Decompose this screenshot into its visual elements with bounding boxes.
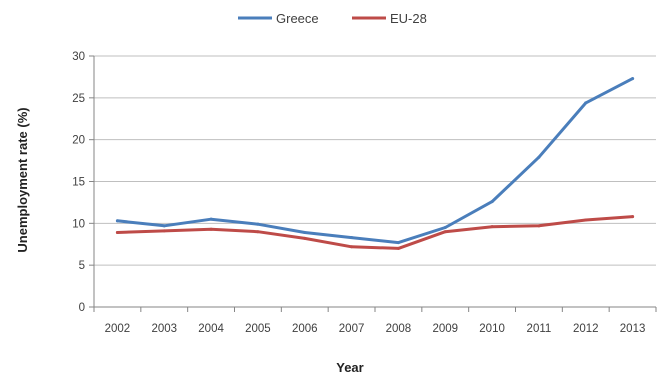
x-tick-label: 2007: [339, 323, 365, 335]
y-axis-title: Unemployment rate (%): [15, 107, 30, 252]
data-point-eu-28: [209, 227, 213, 231]
x-tick-label: 2002: [105, 323, 131, 335]
x-axis-ticks: 2002 2003 2004 2005 2006 2007 2008 2009 2010 2011…: [93, 307, 657, 335]
x-tick-label: 2008: [386, 323, 412, 335]
data-point-eu-28: [350, 245, 354, 249]
x-tick-label: 2003: [151, 323, 177, 335]
series-line-greece: [115, 77, 635, 245]
data-point-eu-28: [443, 230, 447, 234]
data-point-greece: [443, 226, 447, 230]
data-point-eu-28: [303, 236, 307, 240]
series-lines: [115, 77, 635, 250]
data-point-eu-28: [537, 224, 541, 228]
y-tick-label: 20: [72, 135, 85, 147]
y-tick-label: 15: [72, 177, 85, 189]
x-tick-label: 2005: [245, 323, 271, 335]
data-point-greece: [350, 236, 354, 240]
data-point-eu-28: [115, 231, 119, 235]
x-tick-label: 2006: [292, 323, 318, 335]
x-tick-label: 2010: [479, 323, 505, 335]
data-point-greece: [303, 231, 307, 235]
x-tick-label: 2012: [573, 323, 599, 335]
series-line-eu-28: [115, 215, 635, 250]
data-point-eu-28: [396, 246, 400, 250]
y-axis-ticks: 0 5 10 15 20 25 30: [72, 51, 95, 314]
y-tick-label: 10: [72, 218, 85, 230]
data-point-greece: [209, 217, 213, 221]
data-point-eu-28: [162, 229, 166, 233]
x-tick-label: 2009: [432, 323, 458, 335]
data-point-greece: [490, 200, 494, 204]
data-point-greece: [631, 77, 635, 81]
data-point-greece: [537, 155, 541, 159]
data-point-eu-28: [490, 225, 494, 229]
y-tick-label: 0: [79, 302, 85, 314]
data-point-greece: [396, 241, 400, 245]
data-point-greece: [115, 219, 119, 223]
x-tick-label: 2013: [620, 323, 646, 335]
legend: Greece EU-28: [238, 11, 427, 26]
data-point-greece: [256, 222, 260, 226]
data-point-eu-28: [584, 218, 588, 222]
data-point-greece: [584, 101, 588, 105]
x-tick-label: 2004: [198, 323, 224, 335]
x-axis-title: Year: [336, 360, 363, 375]
gridlines: [94, 55, 656, 308]
y-tick-label: 5: [79, 260, 85, 272]
x-tick-label: 2011: [527, 323, 552, 335]
legend-label-eu-28: EU-28: [390, 11, 427, 26]
y-tick-label: 25: [72, 93, 85, 105]
data-point-eu-28: [256, 230, 260, 234]
data-point-greece: [162, 224, 166, 228]
y-tick-label: 30: [72, 51, 85, 63]
data-point-eu-28: [631, 215, 635, 219]
legend-label-greece: Greece: [276, 11, 319, 26]
